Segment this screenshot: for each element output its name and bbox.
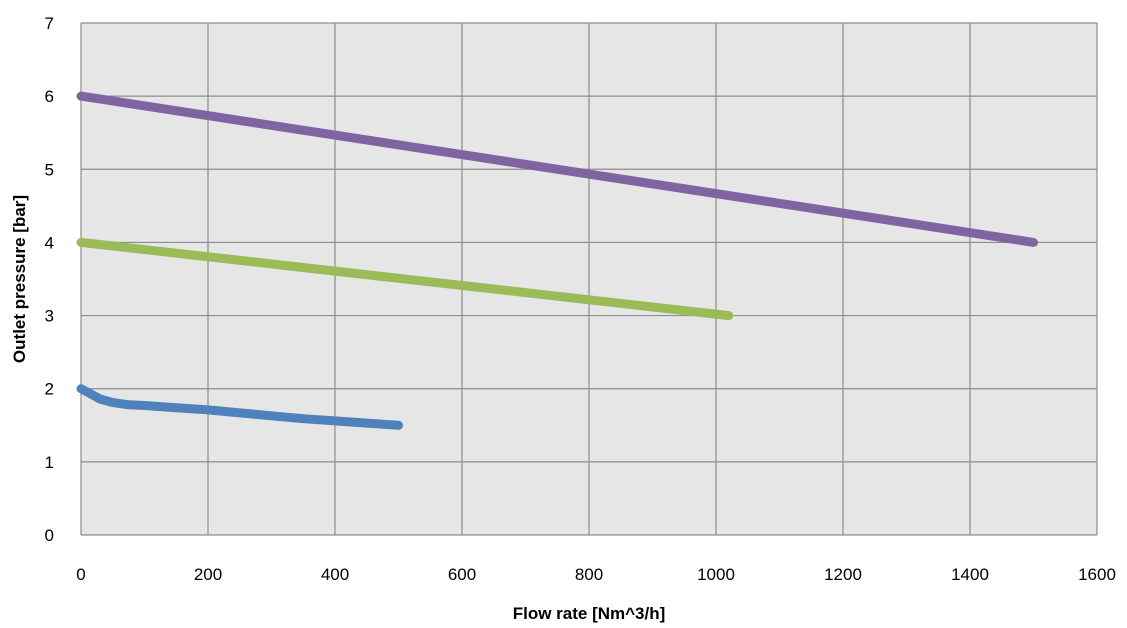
series-line-2 xyxy=(76,237,734,321)
y-tick-label: 4 xyxy=(45,233,54,252)
x-tick-label: 1400 xyxy=(951,565,989,584)
y-tick-label: 2 xyxy=(45,380,54,399)
y-tick-label: 3 xyxy=(45,307,54,326)
x-tick-label: 0 xyxy=(76,565,85,584)
series-layer xyxy=(76,91,1038,430)
x-tick-label: 200 xyxy=(194,565,222,584)
x-axis-ticks: 0 200 400 600 800 1000 1200 1400 1600 xyxy=(76,565,1116,584)
x-tick-label: 800 xyxy=(575,565,603,584)
x-tick-label: 600 xyxy=(448,565,476,584)
y-tick-label: 1 xyxy=(45,453,54,472)
x-tick-label: 1200 xyxy=(824,565,862,584)
x-tick-label: 1600 xyxy=(1078,565,1116,584)
x-tick-label: 1000 xyxy=(697,565,735,584)
x-axis-title: Flow rate [Nm^3/h] xyxy=(513,604,666,623)
grid-lines xyxy=(80,22,1098,536)
series-line-1 xyxy=(76,384,403,430)
y-tick-label: 5 xyxy=(45,160,54,179)
y-tick-label: 7 xyxy=(45,14,54,33)
y-axis-title: Outlet pressure [bar] xyxy=(10,195,29,363)
x-tick-label: 400 xyxy=(321,565,349,584)
y-axis-ticks: 0 1 2 3 4 5 6 7 xyxy=(45,14,54,545)
series-line-3 xyxy=(76,91,1038,247)
y-tick-label: 6 xyxy=(45,87,54,106)
y-tick-label: 0 xyxy=(45,526,54,545)
